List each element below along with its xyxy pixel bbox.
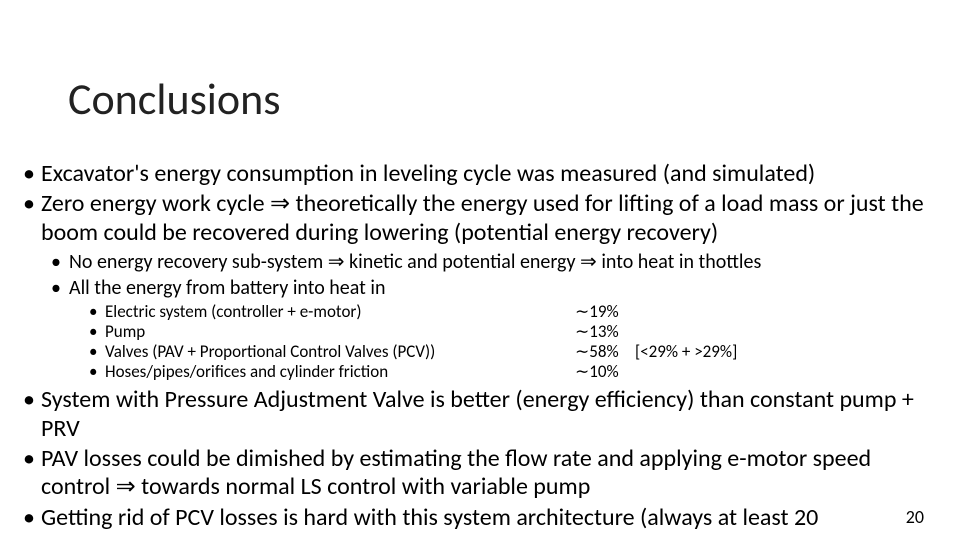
bullet-l2: No energy recovery sub-system ⇒ kinetic … bbox=[51, 251, 943, 275]
energy-pct: ∼13% bbox=[575, 322, 635, 342]
energy-label: Hoses/pipes/orifices and cylinder fricti… bbox=[105, 362, 575, 382]
energy-row: Electric system (controller + e-motor) ∼… bbox=[89, 302, 943, 322]
energy-row: Valves (PAV + Proportional Control Valve… bbox=[89, 342, 943, 362]
bullet-list-top: Excavator's energy consumption in leveli… bbox=[23, 160, 943, 247]
energy-extra: [<29% + >29%] bbox=[635, 342, 943, 362]
bullet-l1: System with Pressure Adjustment Valve is… bbox=[23, 386, 943, 443]
energy-extra bbox=[635, 362, 943, 382]
energy-label: Electric system (controller + e-motor) bbox=[105, 302, 575, 322]
page-number: 20 bbox=[906, 506, 924, 528]
bullet-l1: Excavator's energy consumption in leveli… bbox=[23, 160, 943, 188]
slide-content: Excavator's energy consumption in leveli… bbox=[23, 160, 943, 534]
energy-extra bbox=[635, 322, 943, 342]
bullet-l1: Zero energy work cycle ⇒ theoretically t… bbox=[23, 190, 943, 247]
energy-pct: ∼10% bbox=[575, 362, 635, 382]
energy-label: Valves (PAV + Proportional Control Valve… bbox=[105, 342, 575, 362]
energy-row: Pump ∼13% bbox=[89, 322, 943, 342]
bullet-l1: Getting rid of PCV losses is hard with t… bbox=[23, 504, 943, 532]
bullet-l2: All the energy from battery into heat in bbox=[51, 277, 943, 301]
energy-label: Pump bbox=[105, 322, 575, 342]
energy-row: Hoses/pipes/orifices and cylinder fricti… bbox=[89, 362, 943, 382]
energy-pct: ∼19% bbox=[575, 302, 635, 322]
bullet-l1: PAV losses could be dimished by estimati… bbox=[23, 445, 943, 502]
slide-title: Conclusions bbox=[68, 72, 280, 126]
energy-pct: ∼58% bbox=[575, 342, 635, 362]
bullet-list-bottom: System with Pressure Adjustment Valve is… bbox=[23, 386, 943, 532]
energy-extra bbox=[635, 302, 943, 322]
energy-breakdown-list: Electric system (controller + e-motor) ∼… bbox=[23, 302, 943, 382]
bullet-list-sub: No energy recovery sub-system ⇒ kinetic … bbox=[23, 251, 943, 300]
slide: Conclusions Excavator's energy consumpti… bbox=[0, 0, 960, 540]
